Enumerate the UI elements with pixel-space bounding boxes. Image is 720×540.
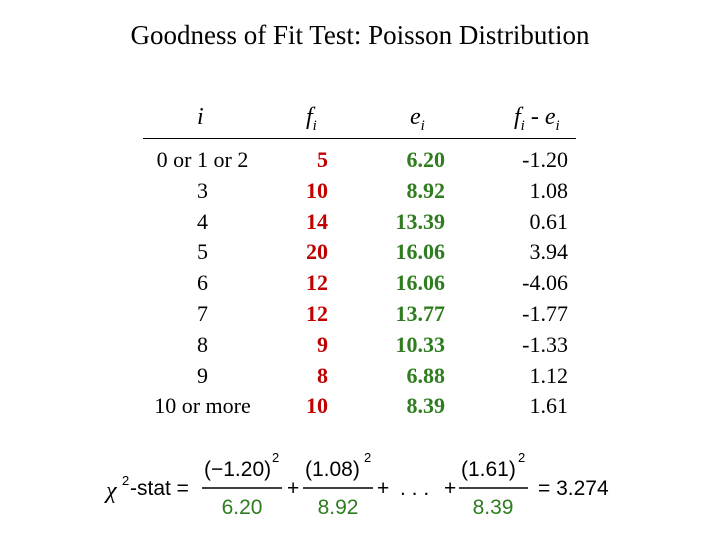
cell-i: 7	[197, 300, 208, 326]
cell-ei: 8.92	[406, 177, 446, 203]
header-i: i	[197, 104, 204, 131]
term3-exponent: 2	[518, 450, 525, 465]
chi-square-formula: χ 2 -stat = (−1.20) 2 6.20 + (1.08) 2 8.…	[0, 448, 720, 528]
plus-sign: +	[287, 477, 299, 500]
cell-ei: 10.33	[395, 331, 446, 357]
cell-i: 8	[197, 331, 208, 357]
header-i-text: i	[197, 104, 204, 130]
cell-diff: -4.06	[522, 270, 568, 296]
cell-i: 5	[197, 239, 208, 265]
chi-exponent: 2	[122, 473, 129, 488]
term1-exponent: 2	[272, 450, 279, 465]
page-title: Goodness of Fit Test: Poisson Distributi…	[130, 20, 590, 50]
term3-numerator: (1.61)	[461, 458, 516, 481]
term2-exponent: 2	[364, 450, 371, 465]
cell-ei: 13.77	[395, 300, 446, 326]
header-diff-f-sub: i	[520, 117, 525, 134]
cell-fi: 9	[317, 331, 328, 357]
cell-ei: 8.39	[406, 393, 446, 419]
header-fi-sub: i	[312, 117, 317, 134]
cell-ei: 6.88	[406, 362, 446, 388]
cell-ei: 16.06	[395, 270, 446, 296]
cell-i: 3	[197, 177, 208, 203]
cell-diff: 1.08	[529, 177, 569, 203]
cell-fi: 10	[306, 393, 328, 419]
cell-i: 6	[197, 270, 208, 296]
formula-svg: χ 2 -stat = (−1.20) 2 6.20 + (1.08) 2 8.…	[104, 450, 609, 519]
cell-diff: 1.12	[529, 362, 569, 388]
cell-diff: -1.77	[522, 300, 568, 326]
header-fi: fi	[306, 104, 317, 135]
column-fi: 5 10 14 20 12 12 9 8 10	[290, 145, 328, 422]
plus-sign: +	[377, 477, 389, 500]
cell-fi: 14	[306, 208, 328, 234]
plus-sign: +	[444, 477, 456, 500]
cell-diff: -1.20	[522, 147, 568, 172]
term1-denominator: 6.20	[222, 496, 263, 519]
chi-symbol: χ	[104, 478, 118, 504]
cell-i: 10 or more	[154, 393, 251, 419]
header-diff-f: f	[514, 104, 521, 130]
header-divider	[143, 138, 576, 139]
stat-label: -stat =	[130, 477, 189, 500]
header-ei-text: e	[410, 104, 421, 130]
column-fi-minus-ei: -1.20 1.08 0.61 3.94 -4.06 -1.77 -1.33 1…	[500, 145, 568, 422]
cell-diff: -1.33	[522, 331, 568, 357]
cell-i: 0 or 1 or 2	[156, 147, 249, 172]
column-ei: 6.20 8.92 13.39 16.06 16.06 13.77 10.33 …	[375, 145, 446, 422]
cell-i: 4	[197, 208, 208, 234]
header-ei: ei	[410, 104, 425, 135]
cell-ei: 13.39	[395, 208, 446, 234]
cell-fi: 5	[317, 147, 328, 172]
term3-denominator: 8.39	[473, 496, 514, 519]
result: = 3.274	[538, 477, 609, 500]
ellipsis: . . .	[400, 477, 429, 500]
cell-ei: 16.06	[395, 239, 446, 265]
cell-fi: 20	[306, 239, 328, 265]
header-fi-minus-ei: fi - ei	[514, 104, 560, 135]
header-fi-text: f	[306, 104, 313, 130]
term2-numerator: (1.08)	[305, 458, 360, 481]
term2-denominator: 8.92	[318, 496, 359, 519]
cell-fi: 12	[306, 300, 328, 326]
column-i: 0 or 1 or 2 3 4 5 6 7 8 9 10 or more	[130, 145, 275, 422]
header-diff-mid: - e	[524, 104, 556, 130]
header-diff-e-sub: i	[555, 117, 560, 134]
cell-i: 9	[197, 362, 208, 388]
cell-diff: 0.61	[529, 208, 569, 234]
cell-fi: 8	[317, 362, 328, 388]
header-ei-sub: i	[420, 117, 425, 134]
cell-diff: 1.61	[529, 393, 569, 419]
cell-diff: 3.94	[529, 239, 569, 265]
cell-fi: 10	[306, 177, 328, 203]
term1-numerator: (−1.20)	[204, 458, 271, 481]
cell-ei: 6.20	[406, 147, 446, 172]
cell-fi: 12	[306, 270, 328, 296]
